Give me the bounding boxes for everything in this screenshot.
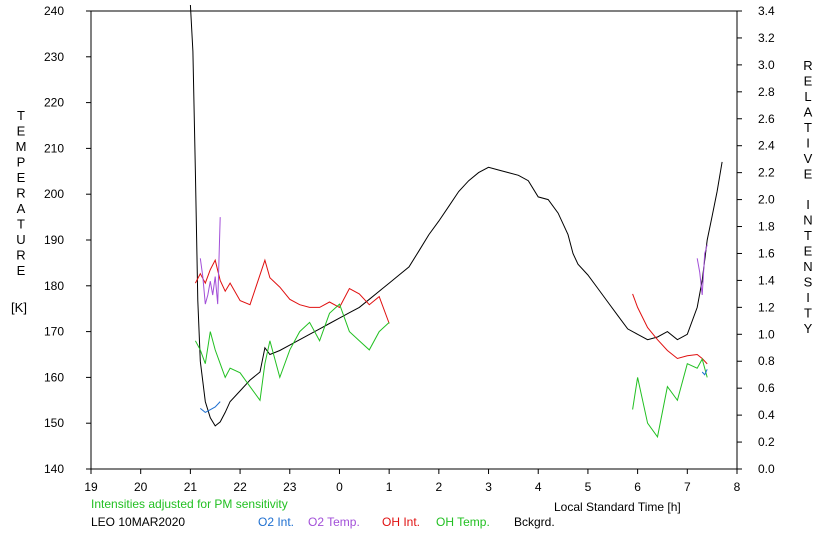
y-right-title-letter: N xyxy=(803,259,812,274)
legend-o2-int: O2 Int. xyxy=(258,515,294,529)
y-right-title-letter: I xyxy=(806,136,810,151)
y-right-title-letter: T xyxy=(804,120,812,135)
x-tick-label: 20 xyxy=(134,480,148,494)
note-label: Intensities adjusted for PM sensitivity xyxy=(91,497,288,511)
y-right-tick-label: 0.0 xyxy=(758,462,775,476)
y-right-tick-label: 2.6 xyxy=(758,112,775,126)
y-left-tick-label: 150 xyxy=(44,416,64,430)
y-left-title-letter: R xyxy=(16,186,25,201)
y-right-title-letter: T xyxy=(804,228,812,243)
y-right-tick-label: 0.4 xyxy=(758,408,775,422)
series-oh-temp-line xyxy=(632,357,708,439)
y-right-tick-label: 3.4 xyxy=(758,4,775,18)
y-right-tick-label: 3.0 xyxy=(758,58,775,72)
x-tick-label: 8 xyxy=(734,480,741,494)
x-tick-label: 23 xyxy=(283,480,297,494)
y-right-title-letter: E xyxy=(804,244,813,259)
x-tick-label: 3 xyxy=(485,480,492,494)
series-oh-int-line xyxy=(194,258,390,324)
axes-frame: 19 20 21 22 23 0 1 2 3 4 5 6 7 8140150160170180190200… xyxy=(11,4,813,494)
x-tick-label: 0 xyxy=(336,480,343,494)
series-bckgrd-line xyxy=(189,4,723,427)
legend-oh-int: OH Int. xyxy=(382,515,420,529)
y-right-title-letter: I xyxy=(806,197,810,212)
y-left-title-letter: E xyxy=(17,124,26,139)
y-left-tick-label: 140 xyxy=(44,462,64,476)
legend-oh-temp: OH Temp. xyxy=(436,515,490,529)
y-right-tick-label: 1.2 xyxy=(758,300,775,314)
y-left-tick-label: 180 xyxy=(44,279,64,293)
y-right-tick-label: 1.8 xyxy=(758,220,775,234)
y-right-tick-label: 1.6 xyxy=(758,246,775,260)
y-right-tick-label: 2.2 xyxy=(758,166,775,180)
y-right-tick-label: 3.2 xyxy=(758,31,775,45)
y-right-tick-label: 1.0 xyxy=(758,327,775,341)
y-right-title-letter: L xyxy=(804,89,811,104)
x-tick-label: 6 xyxy=(634,480,641,494)
y-left-tick-label: 230 xyxy=(44,50,64,64)
y-right-tick-label: 2.0 xyxy=(758,193,775,207)
y-left-tick-label: 220 xyxy=(44,96,64,110)
series-o2-temp-line xyxy=(696,244,708,296)
y-right-tick-label: 0.6 xyxy=(758,381,775,395)
y-left-tick-label: 240 xyxy=(44,4,64,18)
y-left-title-letter: E xyxy=(17,170,26,185)
y-right-tick-label: 1.4 xyxy=(758,273,775,287)
y-right-title-letter: I xyxy=(806,290,810,305)
y-right-title-letter: R xyxy=(803,58,812,73)
x-tick-label: 7 xyxy=(684,480,691,494)
x-tick-label: 19 xyxy=(84,480,98,494)
y-right-title-letter: E xyxy=(804,74,813,89)
y-right-title-letter: T xyxy=(804,306,812,321)
station-label: LEO 10MAR2020 xyxy=(91,515,185,529)
legend-bckgrd: Bckgrd. xyxy=(514,515,555,529)
y-left-title-letter: T xyxy=(17,217,25,232)
y-left-tick-label: 210 xyxy=(44,141,64,155)
y-right-tick-label: 2.4 xyxy=(758,139,775,153)
legend-o2-temp: O2 Temp. xyxy=(308,515,360,529)
x-tick-label: 2 xyxy=(436,480,443,494)
series-o2-temp-line xyxy=(199,217,221,305)
y-right-tick-label: 2.8 xyxy=(758,85,775,99)
x-tick-label: 5 xyxy=(585,480,592,494)
x-tick-label: 22 xyxy=(233,480,247,494)
y-left-title-letter: A xyxy=(17,201,26,216)
x-tick-label: 1 xyxy=(386,480,393,494)
y-right-title-letter: V xyxy=(804,151,813,166)
y-left-title-letter: P xyxy=(17,155,26,170)
y-right-title-letter: Y xyxy=(804,321,813,336)
y-left-tick-label: 190 xyxy=(44,233,64,247)
series-oh-temp-line xyxy=(194,303,390,402)
x-tick-label: 4 xyxy=(535,480,542,494)
y-right-title-letter: N xyxy=(803,213,812,228)
y-left-unit: [K] xyxy=(11,300,27,315)
y-left-title-letter: M xyxy=(16,139,27,154)
y-right-tick-label: 0.2 xyxy=(758,435,775,449)
series-o2-int-line xyxy=(701,369,708,376)
y-left-tick-label: 200 xyxy=(44,187,64,201)
y-right-title-letter: A xyxy=(804,105,813,120)
y-right-tick-label: 0.8 xyxy=(758,354,775,368)
y-right-title-letter: E xyxy=(804,167,813,182)
y-left-title-letter: R xyxy=(16,248,25,263)
y-left-tick-label: 170 xyxy=(44,325,64,339)
series-o2-int-line xyxy=(199,401,221,413)
y-left-title-letter: T xyxy=(17,108,25,123)
series-layer xyxy=(189,4,723,439)
series-oh-int-line xyxy=(632,293,708,365)
y-left-title-letter: E xyxy=(17,263,26,278)
y-left-tick-label: 160 xyxy=(44,370,64,384)
x-tick-label: 21 xyxy=(184,480,198,494)
y-left-title-letter: U xyxy=(16,232,25,247)
x-axis-label: Local Standard Time [h] xyxy=(554,500,681,514)
y-right-title-letter: S xyxy=(804,275,813,290)
